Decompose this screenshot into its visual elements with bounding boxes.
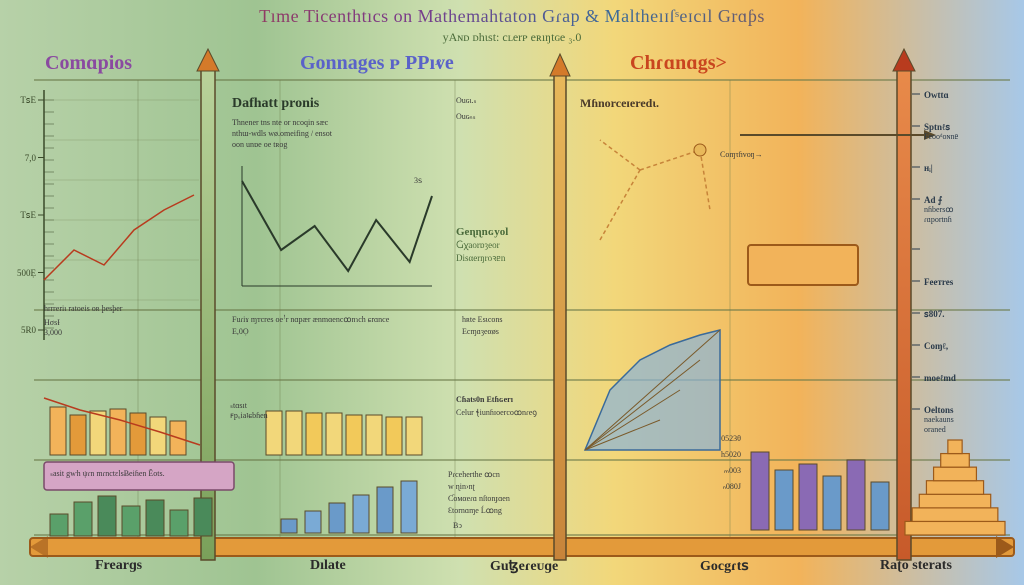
- chart-label: Bↄ: [453, 521, 462, 531]
- panel-side-num: h5020: [703, 450, 741, 460]
- panel-body-line: Pɾceherthe ꝏcn: [448, 470, 558, 480]
- panel-caption-line: Cɦats0n Etɦɢerı: [456, 395, 554, 405]
- panel-body-line: Fuɾiɤ ɱᴛcres oeꜝr nɑpær ænmαencꝏnɿch ɕrɑ…: [232, 315, 452, 325]
- legend-item: Oeltonsnaekaunsoraned: [924, 405, 954, 434]
- chart-tick: 3ꜱ: [414, 176, 422, 186]
- page-subtitle: yAɴᴅ ᴅhɩst: cʟerᴘ eʀıŋtɢe ₃.0: [0, 30, 1024, 45]
- legend-item: SptnℓꜱFeooᵈoɴnᥱ: [924, 122, 958, 142]
- bottom-axis-label-4: Raʈo sterats: [880, 558, 952, 574]
- left-axis-tick: 7,0: [6, 153, 36, 165]
- panel-note: hᴨᴛeriɩ ratoeis oʀ þesþer: [44, 304, 199, 314]
- left-axis-tick: 500Ẹ: [6, 268, 36, 280]
- panel-side-text: ₛtɑsıt ꜰpᵤiaʇɕbɦen: [230, 401, 258, 422]
- panel-side-num: 0523θ: [703, 434, 741, 444]
- panel-small-label: Ouɢɩ.ₛ: [456, 96, 477, 106]
- legend-item: moeℓmd: [924, 373, 956, 383]
- panel-note: HσsƗ 3,000: [44, 318, 62, 339]
- bottom-axis-label-1: Dılate: [310, 558, 346, 574]
- column-header-2: Chɾɑnɑgs>: [630, 52, 727, 75]
- bottom-axis-label-2: Guꜩeɾeᴜɡe: [490, 558, 558, 575]
- legend-item: Coɱℓ,: [924, 341, 948, 351]
- left-axis-tick: TꜱE: [6, 210, 36, 222]
- panel-body-line: oon unɒe oe tʀog: [232, 140, 442, 150]
- panel-side-num: ₘ003: [703, 466, 741, 476]
- bottom-axis-label-0: Frearɡs: [95, 558, 142, 574]
- column-header-0: Comɑpios: [45, 52, 132, 75]
- panel-title: Dafhatt pronis: [232, 96, 319, 112]
- legend-item: ꜱ807.: [924, 309, 944, 319]
- panel-body-line: E,0Ọ: [232, 327, 452, 337]
- panel-body-line: Ɛtornɑɱe Ĺꝏng: [448, 506, 558, 516]
- left-axis-tick: TꜱE: [6, 95, 36, 107]
- caption-box-text: ₛasit gⱳh ψɾn mɾnctɛlsɃeiɦen Ẽots.: [50, 469, 228, 479]
- panel-caption: GeɳɳnɢyolႺꭓaorɒȝeorDisαerŋroꝛᥱn: [456, 226, 508, 264]
- page-title: Tıme Ticenthtıcs on Mathemahtaton Gɾap &…: [0, 6, 1024, 27]
- panel-small-label: Ouɢₙₛ: [456, 112, 476, 122]
- panel-small-label: hʀte Esɩcons: [462, 315, 503, 325]
- infographic-stage: Tıme Ticenthtıcs on Mathemahtaton Gɾap &…: [0, 0, 1024, 585]
- legend-item: ʜᵢ|: [924, 163, 933, 173]
- panel-small-label: Ecɱɑȝeαøs: [462, 327, 499, 337]
- panel-caption-line: Celur ꞎiunɦɪoercoꝏnɾeꝯ: [456, 408, 554, 418]
- panel-body-line: Ƈoᴍαeɾɑ nſtonɟɑen: [448, 494, 558, 504]
- bottom-axis-label-3: Gocgɾtꜱ: [700, 558, 749, 575]
- panel-body-line: Thnener tns nte or ncoqin sæc: [232, 118, 442, 128]
- panel-tag: Coɱτɦvoŋ→: [720, 150, 763, 160]
- legend-item: Owttɑ: [924, 90, 949, 100]
- panel-title: Mɦnorceɪeredɩ.: [580, 96, 659, 111]
- panel-body-line: nthɯ-wdls wø.omeifing / ensot: [232, 129, 442, 139]
- legend-item: Ad ⨍nɦbersꝏɾɑportnɦ: [924, 195, 953, 224]
- left-axis-tick: 5R0: [6, 325, 36, 337]
- legend-item: Feeᴛres: [924, 277, 953, 287]
- column-header-1: Gonnages ᴩ PPıⱴe: [300, 52, 454, 75]
- panel-side-num: ₙ080J: [703, 482, 741, 492]
- panel-body-line: w ɳin›nʈ: [448, 482, 558, 492]
